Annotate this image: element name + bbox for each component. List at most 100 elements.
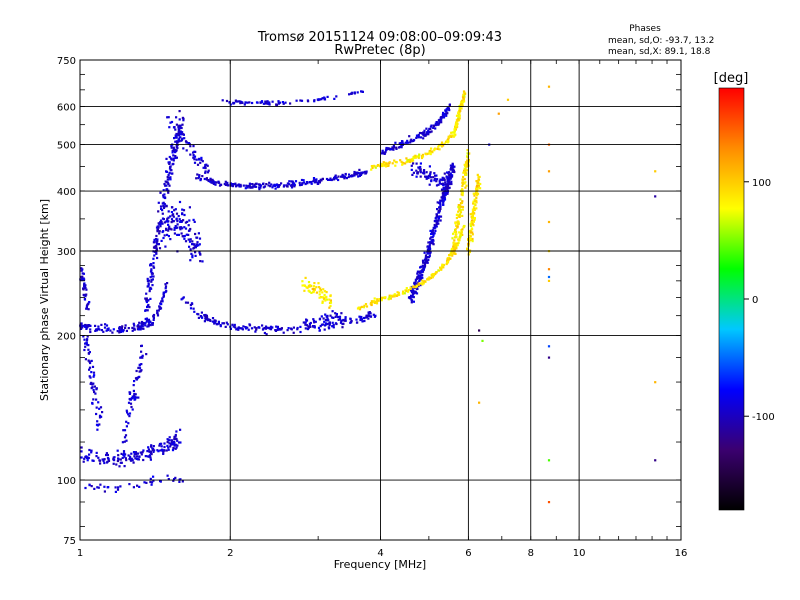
data-point: [150, 280, 153, 283]
data-point: [204, 318, 208, 321]
data-point: [453, 236, 457, 239]
data-point: [177, 130, 180, 133]
data-point: [166, 116, 169, 119]
data-point: [349, 317, 352, 320]
data-point: [253, 326, 256, 329]
data-point: [428, 254, 431, 257]
data-point: [360, 171, 363, 174]
data-point: [163, 196, 166, 199]
data-point: [189, 238, 192, 241]
data-point: [132, 451, 136, 454]
data-point: [174, 155, 177, 158]
data-point: [173, 209, 176, 212]
data-point: [429, 171, 432, 174]
data-point: [179, 130, 182, 133]
data-point: [378, 298, 381, 301]
data-point: [418, 270, 421, 273]
data-point: [445, 262, 448, 266]
data-point: [149, 324, 152, 327]
data-point: [391, 162, 394, 165]
data-point: [137, 325, 140, 328]
data-point: [396, 291, 399, 294]
data-point: [156, 256, 159, 260]
data-point: [445, 192, 448, 195]
data-point: [420, 276, 423, 279]
x-tick-label: 10: [573, 548, 586, 559]
data-point: [463, 182, 466, 185]
data-point: [453, 231, 456, 234]
data-point: [177, 233, 180, 236]
data-point: [235, 328, 238, 331]
data-point: [465, 184, 468, 187]
data-point: [156, 230, 159, 233]
data-point: [461, 233, 464, 236]
data-point: [321, 177, 324, 181]
data-point: [82, 277, 85, 280]
data-point: [137, 366, 140, 369]
data-point: [457, 205, 460, 209]
data-point: [470, 223, 473, 226]
data-point: [192, 145, 195, 148]
data-point: [302, 179, 305, 182]
data-point: [152, 262, 155, 265]
data-point: [381, 164, 384, 168]
data-point: [418, 153, 421, 156]
data-point: [173, 137, 176, 140]
data-point: [429, 237, 432, 240]
data-point: [477, 184, 480, 188]
data-point: [193, 158, 196, 161]
data-point: [470, 227, 473, 230]
data-point: [167, 229, 170, 232]
data-point: [157, 226, 160, 229]
data-point: [85, 339, 89, 342]
data-point: [146, 279, 149, 283]
data-point: [159, 225, 162, 228]
data-point: [150, 287, 153, 290]
data-point: [196, 163, 200, 166]
data-point: [318, 293, 321, 296]
data-point: [430, 236, 433, 239]
data-point: [164, 184, 167, 187]
data-point: [122, 329, 125, 332]
data-point: [89, 328, 92, 331]
data-point: [96, 428, 99, 431]
data-point: [426, 250, 429, 253]
data-point: [179, 126, 182, 129]
data-point: [203, 320, 206, 323]
data-point: [434, 177, 437, 180]
data-point: [418, 167, 421, 170]
data-point: [233, 323, 236, 326]
data-point: [470, 220, 473, 223]
data-point: [195, 244, 198, 247]
data-point: [450, 135, 453, 138]
data-point: [168, 155, 171, 159]
data-point: [366, 315, 369, 318]
data-point: [162, 230, 165, 233]
data-point: [385, 165, 388, 168]
data-point: [224, 325, 227, 328]
data-point: [170, 439, 174, 442]
data-point: [189, 227, 192, 231]
data-point: [135, 452, 138, 455]
data-point: [411, 157, 414, 161]
data-point: [229, 103, 232, 106]
data-point: [233, 102, 236, 105]
data-point: [433, 232, 436, 235]
data-point: [151, 322, 154, 325]
data-point: [328, 327, 331, 330]
data-point: [457, 223, 460, 226]
data-point: [325, 298, 328, 301]
data-point: [395, 146, 398, 149]
data-point: [417, 285, 420, 288]
data-point: [473, 218, 476, 221]
data-point: [163, 193, 166, 196]
data-point: [165, 228, 168, 232]
data-point: [179, 228, 182, 231]
data-point: [168, 442, 171, 445]
data-point: [84, 358, 87, 361]
data-point: [195, 243, 199, 246]
data-point: [475, 207, 478, 210]
data-point: [109, 329, 112, 332]
data-point: [282, 331, 285, 334]
data-point: [307, 289, 310, 292]
